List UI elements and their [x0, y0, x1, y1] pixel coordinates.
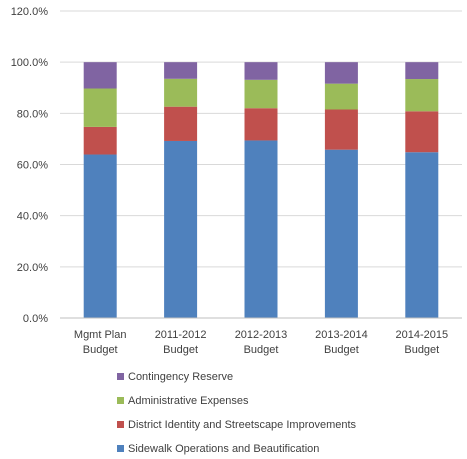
bar-segment — [244, 79, 278, 109]
legend-swatch — [117, 397, 124, 404]
legend-swatch — [117, 445, 124, 452]
y-tick-label: 20.0% — [17, 262, 48, 274]
bar-segment — [324, 62, 358, 84]
legend-swatch — [117, 373, 124, 380]
bar-segment — [405, 79, 439, 112]
legend-entry: Contingency Reserve — [128, 371, 233, 383]
bar-segment — [244, 108, 278, 141]
bar-segment — [83, 88, 117, 127]
bar-segment — [324, 149, 358, 318]
x-category-label: Budget — [404, 344, 439, 356]
x-category-label: 2012-2013 — [235, 329, 288, 341]
y-tick-label: 80.0% — [17, 108, 48, 120]
bar-segment — [164, 106, 198, 141]
bar-segment — [405, 62, 439, 80]
x-category-label: 2013-2014 — [315, 329, 368, 341]
x-category-label: 2014-2015 — [395, 329, 448, 341]
bar-segment — [405, 152, 439, 318]
legend-entry: District Identity and Streetscape Improv… — [128, 419, 357, 431]
bars — [83, 62, 439, 318]
x-category-label: Budget — [83, 344, 118, 356]
x-axis-category-labels: Mgmt Plan Budget 2011-2012 Budget 2012-2013 B… — [74, 329, 448, 356]
y-tick-label: 0.0% — [23, 313, 48, 325]
y-tick-label: 40.0% — [17, 211, 48, 223]
x-category-label: Budget — [163, 344, 198, 356]
bar-segment — [164, 78, 198, 107]
y-tick-label: 120.0% — [11, 6, 49, 18]
legend-entry: Sidewalk Operations and Beautification — [128, 443, 319, 455]
bar-segment — [164, 140, 198, 318]
legend-swatch — [117, 421, 124, 428]
bar-segment — [164, 62, 198, 79]
y-tick-label: 60.0% — [17, 160, 48, 172]
x-category-label: Budget — [244, 344, 279, 356]
y-tick-label: 100.0% — [11, 57, 49, 69]
bar-segment — [405, 111, 439, 153]
bar-segment — [83, 126, 117, 155]
x-category-label: Budget — [324, 344, 359, 356]
bar-segment — [83, 62, 117, 89]
legend: Contingency Reserve Administrative Expens… — [117, 371, 357, 455]
legend-entry: Administrative Expenses — [128, 395, 249, 407]
bar-segment — [244, 62, 278, 80]
y-axis-tick-labels: 0.0% 20.0% 40.0% 60.0% 80.0% 100.0% 120.0% — [11, 6, 49, 325]
x-category-label: 2011-2012 — [155, 329, 207, 341]
bar-segment — [244, 140, 278, 318]
bar-segment — [324, 83, 358, 110]
x-category-label: Mgmt Plan — [74, 329, 127, 341]
bar-segment — [324, 109, 358, 150]
bar-segment — [83, 154, 117, 318]
